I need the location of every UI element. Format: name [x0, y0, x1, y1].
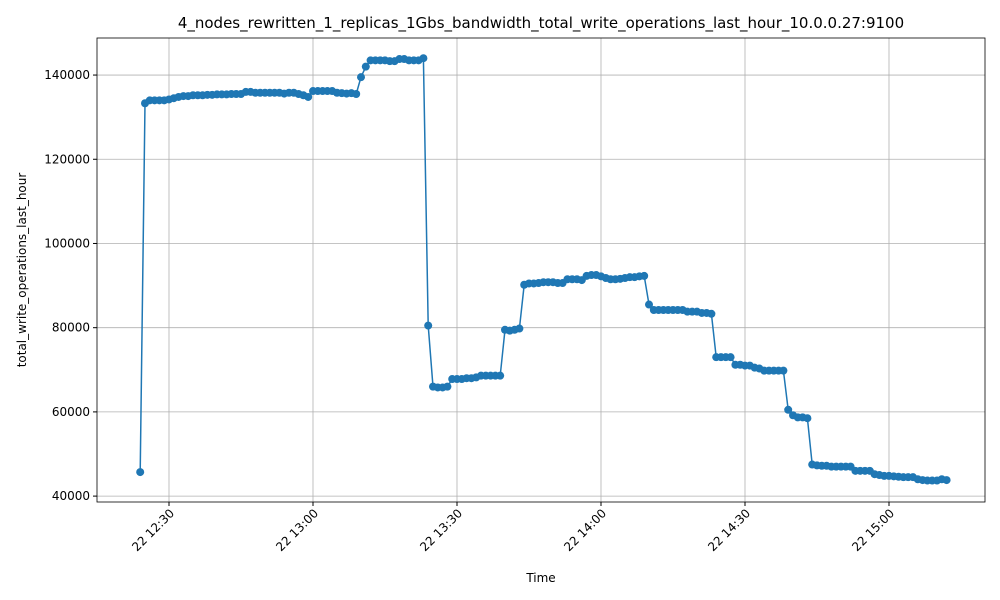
data-point: [443, 382, 452, 391]
data-point: [419, 54, 428, 63]
x-tick-label: 22 12:30: [129, 506, 177, 554]
x-tick-label: 22 15:00: [849, 506, 897, 554]
data-point: [352, 90, 361, 98]
y-tick-label: 60000: [52, 405, 90, 419]
data-point: [361, 62, 370, 71]
data-point: [803, 414, 812, 423]
x-tick-label: 22 13:00: [273, 506, 321, 554]
data-point: [136, 468, 145, 477]
data-point: [640, 271, 649, 280]
data-point: [707, 309, 716, 318]
data-point: [645, 300, 653, 309]
x-tick-label: 22 14:00: [561, 506, 609, 554]
y-tick-label: 140000: [44, 68, 90, 82]
data-point: [496, 371, 505, 380]
chart-title: 4_nodes_rewritten_1_replicas_1Gbs_bandwi…: [178, 14, 904, 33]
y-tick-label: 100000: [44, 236, 90, 250]
x-axis-label: Time: [525, 571, 555, 585]
data-point: [726, 353, 735, 362]
data-point: [304, 92, 313, 101]
data-point: [942, 476, 951, 485]
y-tick-label: 40000: [52, 489, 90, 503]
series-line: [139, 57, 947, 482]
data-point: [357, 73, 365, 82]
data-point: [784, 405, 793, 414]
y-tick-label: 120000: [44, 152, 90, 166]
y-axis-label: total_write_operations_last_hour: [15, 173, 29, 368]
x-tick-label: 22 14:30: [705, 506, 753, 554]
data-point: [779, 366, 788, 375]
data-point: [515, 324, 524, 333]
data-point: [424, 321, 433, 330]
plot-frame: [96, 37, 986, 503]
y-tick-label: 80000: [52, 321, 90, 335]
x-tick-label: 22 13:30: [417, 506, 465, 554]
